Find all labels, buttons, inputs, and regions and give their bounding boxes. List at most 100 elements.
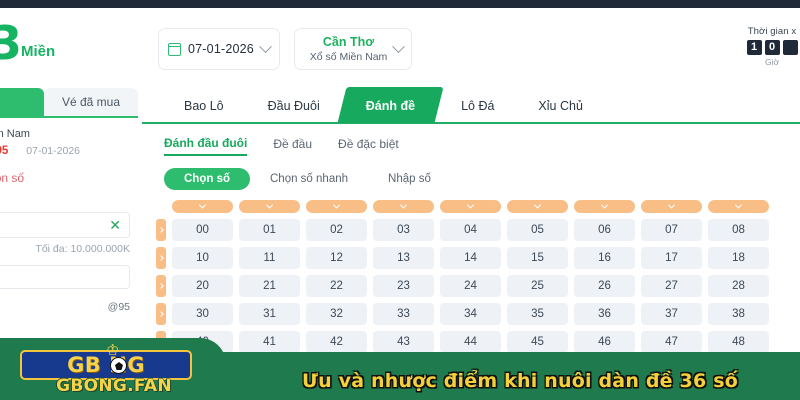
number-cell[interactable]: 31 — [239, 303, 300, 325]
chevron-down-icon — [600, 201, 609, 209]
number-cell[interactable]: 43 — [373, 331, 434, 353]
sub-tabbar: Đánh đầu đuôi Đề đầu Đề đặc biệt — [142, 124, 800, 156]
grid-column-header[interactable] — [440, 200, 501, 213]
number-cell[interactable]: 01 — [239, 219, 300, 241]
number-cell[interactable]: 32 — [306, 303, 367, 325]
grid-column-header[interactable] — [574, 200, 635, 213]
grid-row-header[interactable] — [156, 303, 166, 325]
secondary-input[interactable] — [0, 265, 130, 289]
pill-chon-so[interactable]: Chọn số — [164, 168, 250, 190]
grid-row: 00 01 02 03 04 05 06 07 08 — [156, 219, 800, 241]
subtab-de-dau[interactable]: Đề đầu — [273, 137, 313, 151]
number-cell[interactable]: 34 — [440, 303, 501, 325]
number-cell[interactable]: 33 — [373, 303, 434, 325]
soccer-ball-icon — [110, 357, 127, 374]
number-cell[interactable]: 38 — [708, 303, 769, 325]
top-bar — [0, 0, 800, 8]
selection-mode-group: Chọn số Chọn số nhanh Nhập số — [164, 168, 800, 190]
sidebar-tab-current[interactable] — [0, 88, 44, 116]
countdown-timer: Thời gian x 1 0 Giờ — [736, 26, 800, 67]
number-grid: 00 01 02 03 04 05 06 07 08 10 11 12 13 14 15 16 17 18 20 21… — [156, 200, 800, 353]
date-picker[interactable]: 07-01-2026 — [158, 28, 280, 70]
amount-input[interactable]: ✕ — [0, 212, 130, 238]
sidebar-amount-label: n (K) — [0, 194, 130, 206]
subtab-de-dac-biet[interactable]: Đề đặc biệt — [338, 137, 399, 151]
chevron-down-icon — [198, 201, 207, 209]
grid-column-header[interactable] — [708, 200, 769, 213]
chevron-right-icon — [158, 255, 164, 261]
sidebar-body: ổ số Miền Nam đuôi @95 07-01-2026 lòng c… — [0, 116, 138, 368]
pill-nhap-so[interactable]: Nhập số — [388, 173, 431, 185]
subtab-danh-dau-duoi[interactable]: Đánh đầu đuôi — [164, 136, 248, 156]
number-cell[interactable]: 18 — [708, 247, 769, 269]
number-cell[interactable]: 15 — [507, 247, 568, 269]
number-cell[interactable]: 04 — [440, 219, 501, 241]
tab-lo-da[interactable]: Lô Đá — [461, 99, 495, 113]
pill-chon-so-nhanh[interactable]: Chọn số nhanh — [270, 173, 349, 185]
number-cell[interactable]: 07 — [641, 219, 702, 241]
number-cell[interactable]: 00 — [172, 219, 233, 241]
number-cell[interactable]: 13 — [373, 247, 434, 269]
number-cell[interactable]: 45 — [507, 331, 568, 353]
chevron-down-icon — [399, 201, 408, 209]
tab-xiu-chu[interactable]: Xỉu Chủ — [538, 99, 583, 113]
number-cell[interactable]: 25 — [507, 275, 568, 297]
number-cell[interactable]: 12 — [306, 247, 367, 269]
number-cell[interactable]: 03 — [373, 219, 434, 241]
number-cell[interactable]: 05 — [507, 219, 568, 241]
grid-column-headers — [172, 200, 800, 213]
number-cell[interactable]: 42 — [306, 331, 367, 353]
number-cell[interactable]: 10 — [172, 247, 233, 269]
number-cell[interactable]: 20 — [172, 275, 233, 297]
grid-row-header[interactable] — [156, 275, 166, 297]
grid-column-header[interactable] — [507, 200, 568, 213]
number-cell[interactable]: 21 — [239, 275, 300, 297]
sidebar-tab-purchased[interactable]: Vé đã mua — [44, 88, 138, 116]
number-cell[interactable]: 06 — [574, 219, 635, 241]
number-cell[interactable]: 23 — [373, 275, 434, 297]
bottom-banner: GB NG ♔ GBONG.FAN Ưu và nhược điểm khi n… — [0, 338, 800, 400]
number-cell[interactable]: 36 — [574, 303, 635, 325]
grid-column-header[interactable] — [239, 200, 300, 213]
province-selector[interactable]: Cần Thơ Xổ số Miền Nam — [294, 28, 412, 70]
number-cell[interactable]: 46 — [574, 331, 635, 353]
number-cell[interactable]: 24 — [440, 275, 501, 297]
tab-danh-de[interactable]: Đánh đề — [337, 87, 444, 123]
chevron-down-icon — [466, 201, 475, 209]
number-cell[interactable]: 41 — [239, 331, 300, 353]
close-icon[interactable]: ✕ — [109, 217, 121, 233]
countdown-unit-label: Giờ — [764, 57, 780, 67]
tab-bao-lo[interactable]: Bao Lô — [184, 99, 224, 113]
grid-column-header[interactable] — [641, 200, 702, 213]
number-cell[interactable]: 28 — [708, 275, 769, 297]
grid-row-header[interactable] — [156, 219, 166, 241]
number-cell[interactable]: 16 — [574, 247, 635, 269]
number-cell[interactable]: 27 — [641, 275, 702, 297]
number-cell[interactable]: 22 — [306, 275, 367, 297]
banner-logo-panel: GB NG ♔ GBONG.FAN — [0, 338, 226, 400]
number-cell[interactable]: 35 — [507, 303, 568, 325]
number-cell[interactable]: 37 — [641, 303, 702, 325]
number-cell[interactable]: 17 — [641, 247, 702, 269]
grid-column-header[interactable] — [306, 200, 367, 213]
number-cell[interactable]: 26 — [574, 275, 635, 297]
sidebar-bet-row: đuôi @95 07-01-2026 — [0, 145, 130, 157]
calendar-icon — [168, 42, 181, 56]
number-cell[interactable]: 11 — [239, 247, 300, 269]
grid-row-header[interactable] — [156, 247, 166, 269]
sidebar-rate: @95 — [0, 145, 9, 157]
number-cell[interactable]: 08 — [708, 219, 769, 241]
chevron-right-icon — [158, 283, 164, 289]
countdown-digits: 1 0 — [736, 40, 800, 55]
number-cell[interactable]: 14 — [440, 247, 501, 269]
number-cell[interactable]: 02 — [306, 219, 367, 241]
number-cell[interactable]: 47 — [641, 331, 702, 353]
number-cell[interactable]: 30 — [172, 303, 233, 325]
tab-dau-duoi[interactable]: Đầu Đuôi — [267, 99, 320, 113]
site-logo[interactable]: 3 Miền — [0, 20, 55, 66]
number-cell[interactable]: 48 — [708, 331, 769, 353]
grid-column-header[interactable] — [373, 200, 434, 213]
countdown-digit: 1 — [746, 40, 762, 55]
grid-column-header[interactable] — [172, 200, 233, 213]
number-cell[interactable]: 44 — [440, 331, 501, 353]
